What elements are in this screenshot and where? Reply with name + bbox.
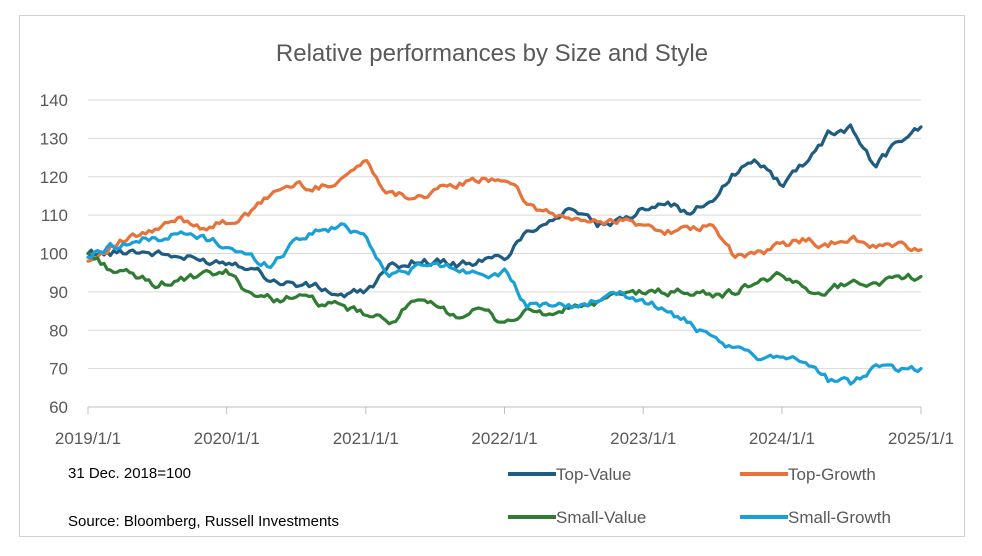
y-tick-label: 60	[49, 398, 68, 417]
legend-label: Small-Value	[556, 508, 646, 527]
chart-title: Relative performances by Size and Style	[276, 40, 708, 67]
legend-label: Top-Growth	[788, 465, 876, 484]
chart-source: Source: Bloomberg, Russell Investments	[68, 513, 339, 530]
x-tick-label: 2023/1/1	[610, 429, 676, 448]
x-tick-label: 2022/1/1	[471, 429, 537, 448]
x-tick-label: 2025/1/1	[888, 429, 954, 448]
series-layer	[86, 123, 923, 386]
legend-label: Top-Value	[556, 465, 631, 484]
x-tick-label: 2020/1/1	[194, 429, 260, 448]
y-axis-ticks: 60 70 80 90 100 110 120 130 140	[40, 91, 68, 417]
y-tick-label: 130	[40, 129, 68, 148]
series-line-top-growth	[86, 159, 923, 263]
y-tick-label: 80	[49, 321, 68, 340]
chart-note: 31 Dec. 2018=100	[68, 465, 191, 482]
x-tick-label: 2019/1/1	[55, 429, 121, 448]
series-line-small-value	[86, 251, 923, 326]
y-tick-label: 110	[41, 206, 68, 225]
x-tick-label: 2021/1/1	[333, 429, 399, 448]
legend: Top-Value Top-Growth Small-Value Small-Grow…	[508, 465, 891, 527]
grid-layer	[88, 99, 921, 408]
y-tick-label: 100	[40, 245, 68, 264]
x-axis-ticks: 2019/1/1 2020/1/1 2021/1/1 2022/1/1 2023/1/1…	[55, 407, 954, 448]
y-tick-label: 90	[49, 283, 68, 302]
y-tick-label: 70	[49, 360, 68, 379]
x-tick-label: 2024/1/1	[749, 429, 815, 448]
series-line-small-growth	[86, 222, 923, 386]
legend-label: Small-Growth	[788, 508, 891, 527]
y-tick-label: 120	[40, 168, 68, 187]
series-line-top-value	[86, 123, 923, 299]
y-tick-label: 140	[40, 91, 68, 110]
